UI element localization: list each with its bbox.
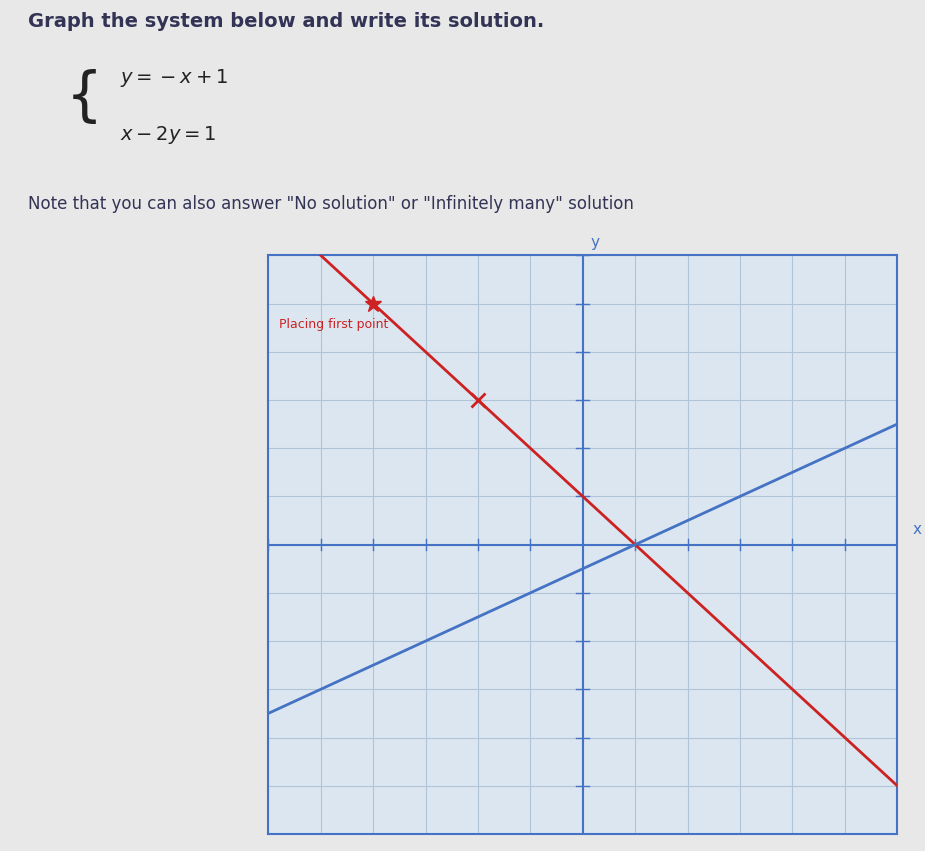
Text: x: x xyxy=(913,523,922,538)
Text: $y = -x + 1$: $y = -x + 1$ xyxy=(120,66,228,89)
Text: y: y xyxy=(590,236,599,250)
Text: $x - 2y = 1$: $x - 2y = 1$ xyxy=(120,124,216,146)
Text: Graph the system below and write its solution.: Graph the system below and write its sol… xyxy=(28,12,544,31)
Text: Placing first point: Placing first point xyxy=(278,318,388,331)
Text: Note that you can also answer "No solution" or "Infinitely many" solution: Note that you can also answer "No soluti… xyxy=(28,196,634,214)
Text: $\{$: $\{$ xyxy=(65,66,96,126)
